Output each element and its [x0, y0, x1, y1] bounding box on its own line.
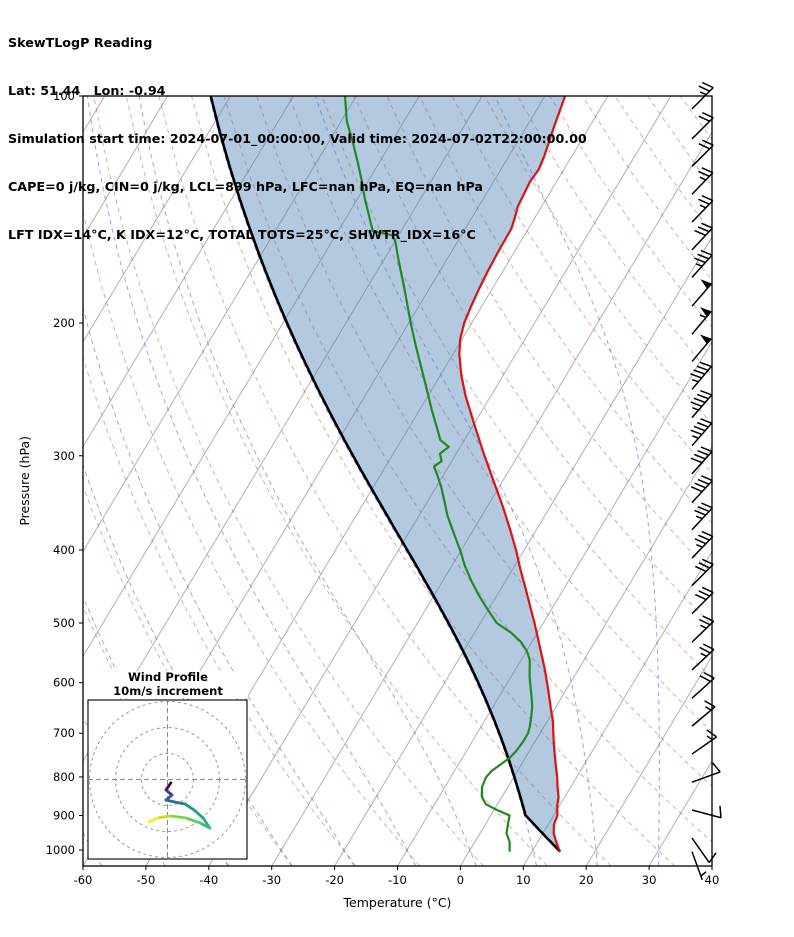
wind-barbs-group: [690, 81, 722, 881]
y-axis-label-text: Pressure (hPa): [16, 436, 32, 526]
dry-adiabats-group: [83, 96, 712, 866]
x-tick-label: -20: [325, 873, 344, 887]
y-tick-label: 400: [53, 543, 75, 557]
cin-shading: [210, 96, 566, 852]
header-location: Lat: 51.44 Lon: -0.94: [8, 83, 166, 98]
wind-barb: [691, 762, 721, 783]
wind-barb: [691, 805, 722, 819]
y-tick-label: 800: [53, 770, 75, 784]
hodograph-trace-segment: [173, 800, 187, 806]
header-title: SkewTLogP Reading: [8, 35, 153, 50]
wind-barb: [691, 334, 712, 363]
wind-barb: [691, 851, 707, 881]
hodograph-ring: [89, 701, 246, 858]
wind-barb: [691, 81, 714, 110]
wind-barb: [691, 222, 714, 251]
wind-barb: [690, 418, 713, 447]
y-tick-label: 1000: [46, 843, 75, 857]
y-tick-label: 200: [53, 316, 75, 330]
hodograph-trace-segment: [192, 808, 205, 820]
wind-barb: [691, 502, 714, 531]
hodograph-trace-segment: [147, 816, 159, 824]
hodograph-ring: [141, 753, 194, 806]
wind-barb: [690, 361, 712, 390]
header: SkewTLogP Reading Lat: 51.44 Lon: -0.94 …: [8, 3, 587, 275]
wind-barb: [691, 729, 718, 755]
wind-barb: [690, 475, 714, 503]
header-indices-line1: CAPE=0 j/kg, CIN=0 j/kg, LCL=899 hPa, LF…: [8, 179, 483, 194]
profile-lines: [209, 96, 567, 853]
y-tick-label: 900: [53, 809, 75, 823]
wind-barb: [691, 249, 713, 278]
header-indices-line2: LFT IDX=14°C, K IDX=12°C, TOTAL TOTS=25°…: [8, 227, 476, 242]
wind-barb: [691, 279, 713, 307]
hodograph-title-line1: Wind Profile: [128, 670, 208, 684]
wind-barb: [691, 671, 715, 699]
hodograph-trace-segment: [184, 816, 202, 825]
hodograph-trace-segment: [183, 802, 196, 812]
hodograph-ring: [115, 727, 220, 832]
x-tick-label: 20: [579, 873, 594, 887]
wind-barb: [690, 446, 713, 475]
hodograph-inset: [87, 699, 248, 860]
hodograph-title-line2: 10m/s increment: [113, 683, 223, 698]
dewpoint-line: [343, 96, 534, 852]
parcel-line: [209, 96, 562, 853]
hodograph-trace-segment: [198, 821, 212, 830]
wind-barb: [691, 307, 712, 335]
wind-barb: [691, 111, 714, 140]
wind-barb: [691, 700, 716, 727]
y-tick-label: 100: [53, 89, 75, 103]
hodograph-trace-segment: [164, 798, 177, 804]
hodograph-trace-segment: [155, 814, 172, 820]
wind-barb: [691, 837, 717, 864]
x-tick-label: 40: [705, 873, 720, 887]
y-tick-label: 700: [53, 726, 75, 740]
wind-barb: [691, 139, 714, 167]
wind-barb: [690, 389, 713, 419]
x-tick-label: -30: [262, 873, 281, 887]
wind-barb: [691, 195, 714, 223]
temperature-line: [458, 96, 567, 853]
x-tick-label: -50: [137, 873, 156, 887]
hodograph-trace-segment: [168, 814, 188, 820]
wind-barb: [691, 586, 714, 615]
x-tick-label: -10: [388, 873, 407, 887]
x-tick-label: 0: [457, 873, 464, 887]
x-tick-label: 10: [516, 873, 531, 887]
hodograph-trace-segment: [164, 781, 173, 792]
x-tick-label: -60: [74, 873, 93, 887]
y-tick-label: 600: [53, 676, 75, 690]
wind-barb: [691, 643, 715, 671]
wind-barb: [691, 530, 714, 559]
wind-barb: [691, 167, 714, 195]
x-axis-label: Temperature (°C): [343, 895, 452, 910]
y-tick-label: 300: [53, 449, 75, 463]
x-tick-label: -40: [199, 873, 218, 887]
header-times: Simulation start time: 2024-07-01_00:00:…: [8, 131, 587, 146]
wind-barb: [691, 558, 714, 587]
wind-barb: [691, 615, 715, 643]
hodograph-title: Wind Profile 10m/s increment: [88, 670, 248, 698]
y-tick-label: 500: [53, 616, 75, 630]
x-tick-label: 30: [642, 873, 657, 887]
